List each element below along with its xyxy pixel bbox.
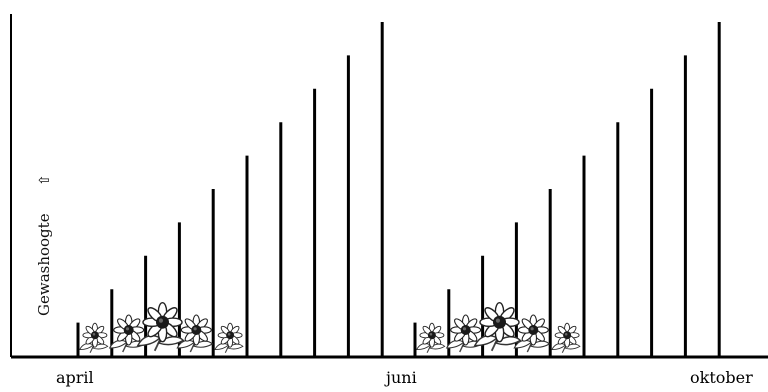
daisy-icon [214, 322, 244, 354]
daisy-icon [176, 314, 214, 353]
daisy-icon [551, 322, 581, 354]
bars [76, 22, 721, 356]
daisy-icon [79, 322, 109, 354]
daisy-icon [513, 314, 550, 353]
daisy-icon [446, 314, 483, 353]
x-tick-oktober: oktober [690, 368, 753, 387]
x-tick-juni: juni [384, 368, 417, 387]
daisy-icon [416, 322, 446, 354]
flower-icons [79, 301, 581, 354]
y-axis-label: Gewashoogte ⇧ [35, 174, 53, 316]
y-axis-label-arrow: ⇧ [37, 174, 53, 186]
x-tick-april: april [56, 368, 94, 387]
y-axis-label-text: Gewashoogte [35, 213, 53, 316]
daisy-icon [108, 314, 146, 353]
